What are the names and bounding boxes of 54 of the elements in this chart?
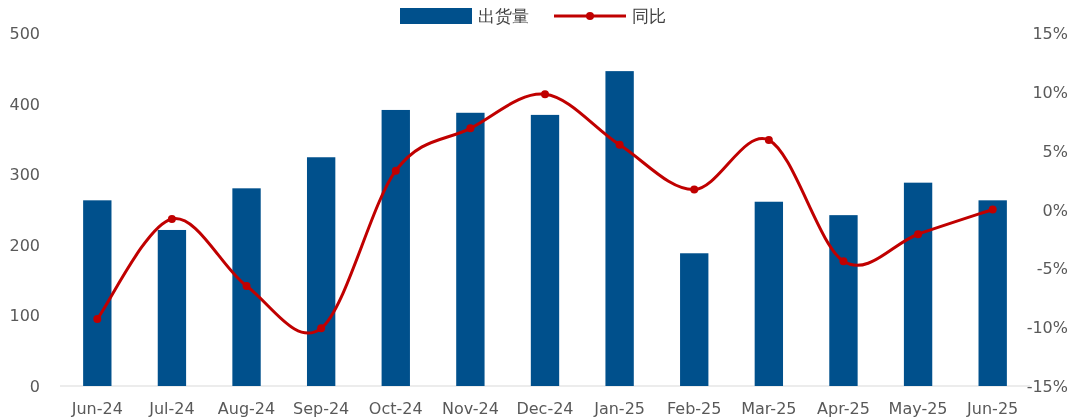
y2-tick-label: -5% bbox=[1036, 259, 1068, 279]
point bbox=[615, 140, 624, 149]
x-tick-label: Jun-24 bbox=[70, 399, 123, 418]
bar bbox=[829, 215, 858, 386]
bar bbox=[754, 201, 784, 386]
bar bbox=[605, 71, 634, 386]
point bbox=[391, 166, 400, 175]
y-tick-label: 400 bbox=[9, 94, 40, 114]
y2-tick-label: -15% bbox=[1026, 377, 1068, 396]
point bbox=[167, 214, 176, 223]
bar bbox=[680, 253, 709, 386]
x-tick-label: Aug-24 bbox=[217, 399, 276, 418]
point bbox=[839, 257, 848, 266]
bar bbox=[157, 229, 187, 386]
bar bbox=[978, 200, 1007, 386]
bar bbox=[232, 188, 261, 386]
point bbox=[242, 281, 251, 290]
x-tick-label: Dec-24 bbox=[516, 399, 574, 418]
point bbox=[317, 324, 326, 333]
x-tick-label: Feb-25 bbox=[667, 399, 722, 418]
x-tick-label: Oct-24 bbox=[368, 399, 423, 418]
x-tick-label: Jun-25 bbox=[966, 399, 1019, 418]
point bbox=[764, 136, 773, 145]
x-tick-label: Apr-25 bbox=[817, 399, 870, 418]
y-tick-label: 100 bbox=[9, 306, 40, 326]
bar bbox=[456, 112, 485, 386]
x-tick-label: Sep-24 bbox=[293, 399, 350, 418]
bar bbox=[381, 109, 410, 386]
y2-tick-label: 5% bbox=[1042, 141, 1068, 161]
point bbox=[541, 90, 549, 99]
y-tick-label: 500 bbox=[9, 24, 40, 43]
y2-tick-label: 0% bbox=[1042, 200, 1068, 220]
point bbox=[690, 185, 699, 194]
x-tick-label: Mar-25 bbox=[741, 399, 797, 418]
x-tick-label: Nov-24 bbox=[441, 399, 499, 418]
x-tick-label: Jul-24 bbox=[148, 399, 195, 418]
x-tick-label: Jan-25 bbox=[593, 399, 646, 418]
x-tick-label: May-25 bbox=[888, 399, 948, 418]
y-tick-label: 0 bbox=[29, 377, 40, 396]
y-tick-label: 300 bbox=[9, 165, 40, 185]
point bbox=[914, 230, 923, 239]
bar bbox=[83, 200, 112, 386]
y2-tick-label: 15% bbox=[1032, 24, 1068, 43]
legend-label: 同比 bbox=[632, 6, 666, 26]
y2-tick-label: 10% bbox=[1032, 82, 1068, 102]
bar bbox=[306, 157, 336, 386]
legend-label: 出货量 bbox=[478, 6, 529, 26]
y-tick-label: 200 bbox=[9, 235, 40, 255]
y2-tick-label: -10% bbox=[1026, 318, 1068, 338]
bar bbox=[903, 182, 933, 386]
bar bbox=[530, 114, 560, 386]
point bbox=[93, 314, 102, 323]
point bbox=[988, 205, 997, 214]
point bbox=[466, 124, 475, 133]
